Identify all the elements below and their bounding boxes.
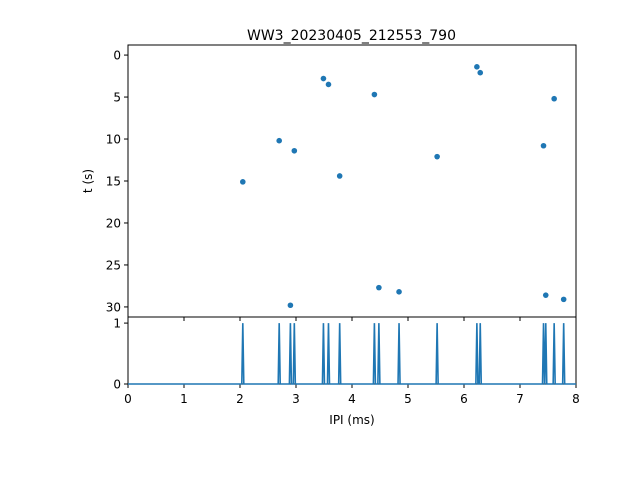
chart-title: WW3_20230405_212553_790	[247, 28, 456, 44]
scatter-y-tick-label: 25	[106, 258, 121, 272]
histogram-y-ticks: 01	[113, 317, 128, 392]
scatter-point	[477, 69, 484, 76]
scatter-point	[434, 153, 440, 160]
histogram-line	[128, 323, 576, 385]
histogram-x-tick-label: 3	[292, 392, 300, 406]
scatter-y-tick-label: 10	[106, 133, 121, 147]
scatter-point	[287, 302, 294, 309]
histogram-x-tick-label: 1	[180, 392, 188, 406]
histogram-x-tick-label: 8	[572, 392, 580, 406]
histogram-x-tick-label: 6	[460, 392, 468, 406]
scatter-axes-frame	[127, 44, 577, 318]
scatter-point	[474, 64, 480, 70]
scatter-point	[325, 81, 332, 88]
scatter-point	[560, 296, 567, 303]
histogram-x-tick-label: 4	[348, 392, 356, 406]
scatter-point	[336, 173, 343, 179]
histogram-x-tick-label: 7	[516, 392, 524, 406]
scatter-y-tick-label: 30	[106, 300, 121, 314]
histogram-series	[128, 323, 576, 385]
scatter-y-tick-label: 5	[113, 91, 121, 105]
histogram-x-axis-label: IPI (ms)	[329, 413, 374, 427]
scatter-x-ticks	[127, 317, 577, 321]
scatter-point	[276, 137, 283, 144]
scatter-point	[371, 91, 378, 98]
scatter-y-ticks: 0 5 10 15 20 25 30	[106, 49, 128, 314]
histogram-x-tick-label: 5	[404, 392, 412, 406]
scatter-point	[551, 95, 557, 102]
histogram-x-tick-label: 2	[236, 392, 244, 406]
scatter-point	[320, 75, 327, 82]
scatter-point	[376, 284, 382, 291]
scatter-y-tick-label: 15	[106, 175, 121, 189]
histogram-x-ticks: 0 1 2 3 4 5 6 7 8	[124, 384, 580, 406]
scatter-point	[540, 142, 547, 149]
scatter-point	[291, 147, 298, 154]
scatter-y-axis-label: t (s)	[81, 169, 95, 193]
scatter-point	[240, 179, 246, 185]
scatter-point	[542, 292, 549, 298]
scatter-points	[240, 64, 567, 309]
histogram-y-tick-label: 0	[113, 378, 121, 392]
scatter-point	[396, 289, 402, 295]
scatter-y-tick-label: 0	[113, 49, 121, 63]
histogram-x-tick-label: 0	[124, 392, 132, 406]
histogram-y-tick-label: 1	[113, 317, 121, 331]
scatter-y-tick-label: 20	[106, 216, 121, 230]
histogram-axes-frame	[127, 316, 577, 385]
